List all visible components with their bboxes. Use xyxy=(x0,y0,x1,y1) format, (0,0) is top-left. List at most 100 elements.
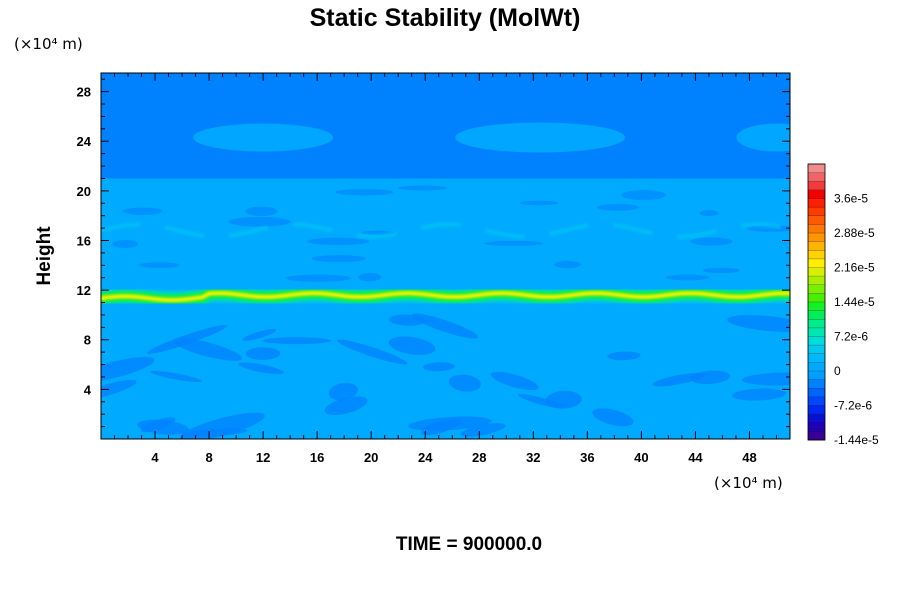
mid-patch xyxy=(306,237,370,246)
x-tick-label: 20 xyxy=(364,450,378,465)
colorbar-swatch xyxy=(808,241,825,251)
colorbar-swatch xyxy=(808,172,825,182)
colorbar: -1.44e-5 -7.2e-6 0 7.2e-6 1.44e-5 2.16e-5 2.88… xyxy=(807,163,879,447)
lower-patch xyxy=(652,372,706,387)
colorbar-swatch xyxy=(808,215,825,225)
colorbar-swatch xyxy=(808,345,825,355)
mid-patch xyxy=(228,216,291,227)
colorbar-swatch xyxy=(808,164,825,173)
lower-patch xyxy=(150,370,202,382)
colorbar-swatch xyxy=(808,431,825,441)
y-tick-label: 4 xyxy=(84,382,92,397)
mid-patch xyxy=(112,240,139,248)
x-tick-label: 8 xyxy=(205,450,212,465)
colorbar-swatch xyxy=(808,371,825,380)
upper-layer-region xyxy=(101,73,790,179)
y-axis-label: Height xyxy=(34,226,55,286)
colorbar-swatch xyxy=(808,396,825,406)
lower-patch xyxy=(518,394,565,409)
colorbar-swatch xyxy=(808,284,825,294)
lower-patch xyxy=(101,379,137,401)
colorbar-swatch xyxy=(808,181,825,191)
mid-patch xyxy=(699,209,719,217)
colorbar-tick-label: -1.44e-5 xyxy=(834,433,879,447)
colorbar-swatch xyxy=(808,362,825,372)
lower-patch xyxy=(448,374,481,392)
upper-lens-2 xyxy=(736,123,790,152)
colorbar-tick-label: 2.88e-5 xyxy=(834,226,875,240)
lower-patch xyxy=(336,339,408,365)
colorbar-tick-label: 3.6e-5 xyxy=(834,192,868,206)
colorbar-swatch xyxy=(808,353,825,363)
lower-patch xyxy=(592,408,634,427)
lower-patch xyxy=(328,382,358,401)
lower-patch xyxy=(140,417,176,433)
x-tick-label: 16 xyxy=(310,450,324,465)
lower-patch xyxy=(388,336,436,355)
y-unit-label: (×10⁴ m) xyxy=(14,35,83,53)
lower-patch xyxy=(741,372,790,386)
plot-frame xyxy=(100,72,791,440)
colorbar-swatch xyxy=(808,224,825,234)
y-tick-label: 28 xyxy=(77,85,91,100)
y-tick-label: 20 xyxy=(77,184,91,199)
x-axis-ticks: 4 8 12 16 20 24 28 32 36 40 44 48 xyxy=(114,73,777,465)
colorbar-swatch xyxy=(808,336,825,346)
y-axis-ticks: 4 8 12 16 20 24 28 xyxy=(77,78,790,428)
colorbar-tick-label: 1.44e-5 xyxy=(834,295,875,309)
colorbar-swatch xyxy=(808,258,825,268)
colorbar-tick-label: 7.2e-6 xyxy=(834,330,868,344)
x-tick-label: 28 xyxy=(472,450,486,465)
lower-patch xyxy=(420,418,462,436)
colorbar-swatch xyxy=(808,233,825,242)
mid-patch xyxy=(665,274,710,281)
x-tick-label: 12 xyxy=(256,450,270,465)
mid-patch xyxy=(245,206,278,217)
lower-patch xyxy=(460,423,506,437)
y-tick-label: 8 xyxy=(84,333,91,348)
mid-patch xyxy=(285,274,351,282)
colorbar-tick-label: 2.16e-5 xyxy=(834,261,875,275)
mid-patch xyxy=(335,188,394,196)
mid-patch xyxy=(690,237,733,246)
lower-patch xyxy=(607,351,641,361)
colorbar-swatch xyxy=(808,267,825,277)
y-tick-label: 16 xyxy=(77,233,91,248)
x-tick-label: 32 xyxy=(526,450,540,465)
mid-patch xyxy=(138,262,181,268)
mid-patch xyxy=(484,240,544,246)
x-tick-label: 24 xyxy=(418,450,433,465)
time-annotation: TIME = 900000.0 xyxy=(396,534,542,555)
upper-lens-1 xyxy=(455,122,626,153)
colorbar-swatch xyxy=(808,302,825,311)
mid-patch xyxy=(519,200,559,206)
secondary-band xyxy=(101,222,790,239)
colorbar-swatch xyxy=(808,250,825,260)
lower-patch xyxy=(732,388,786,401)
colorbar-tick-label: 0 xyxy=(834,364,841,378)
colorbar-swatch xyxy=(808,276,825,286)
lower-patch xyxy=(181,428,248,437)
colorbar-swatch xyxy=(808,189,825,199)
lower-patch xyxy=(324,396,368,415)
band-core xyxy=(101,291,790,303)
colorbar-swatch xyxy=(808,327,825,337)
lower-patch xyxy=(422,362,455,372)
mid-patch xyxy=(702,267,740,274)
mid-patch xyxy=(554,260,581,269)
lower-patch xyxy=(245,347,281,360)
plot-area xyxy=(101,73,790,439)
colorbar-swatch xyxy=(808,198,825,208)
lower-patch xyxy=(242,328,277,341)
colorbar-swatch xyxy=(808,388,825,398)
x-tick-label: 4 xyxy=(151,450,159,465)
y-tick-label: 24 xyxy=(77,134,92,149)
mid-patch xyxy=(397,185,448,191)
lower-patch xyxy=(172,338,242,361)
x-tick-label: 44 xyxy=(688,450,703,465)
x-tick-label: 36 xyxy=(580,450,594,465)
x-unit-label: (×10⁴ m) xyxy=(714,474,783,492)
mid-patch xyxy=(122,207,163,215)
colorbar-swatch xyxy=(808,422,825,432)
